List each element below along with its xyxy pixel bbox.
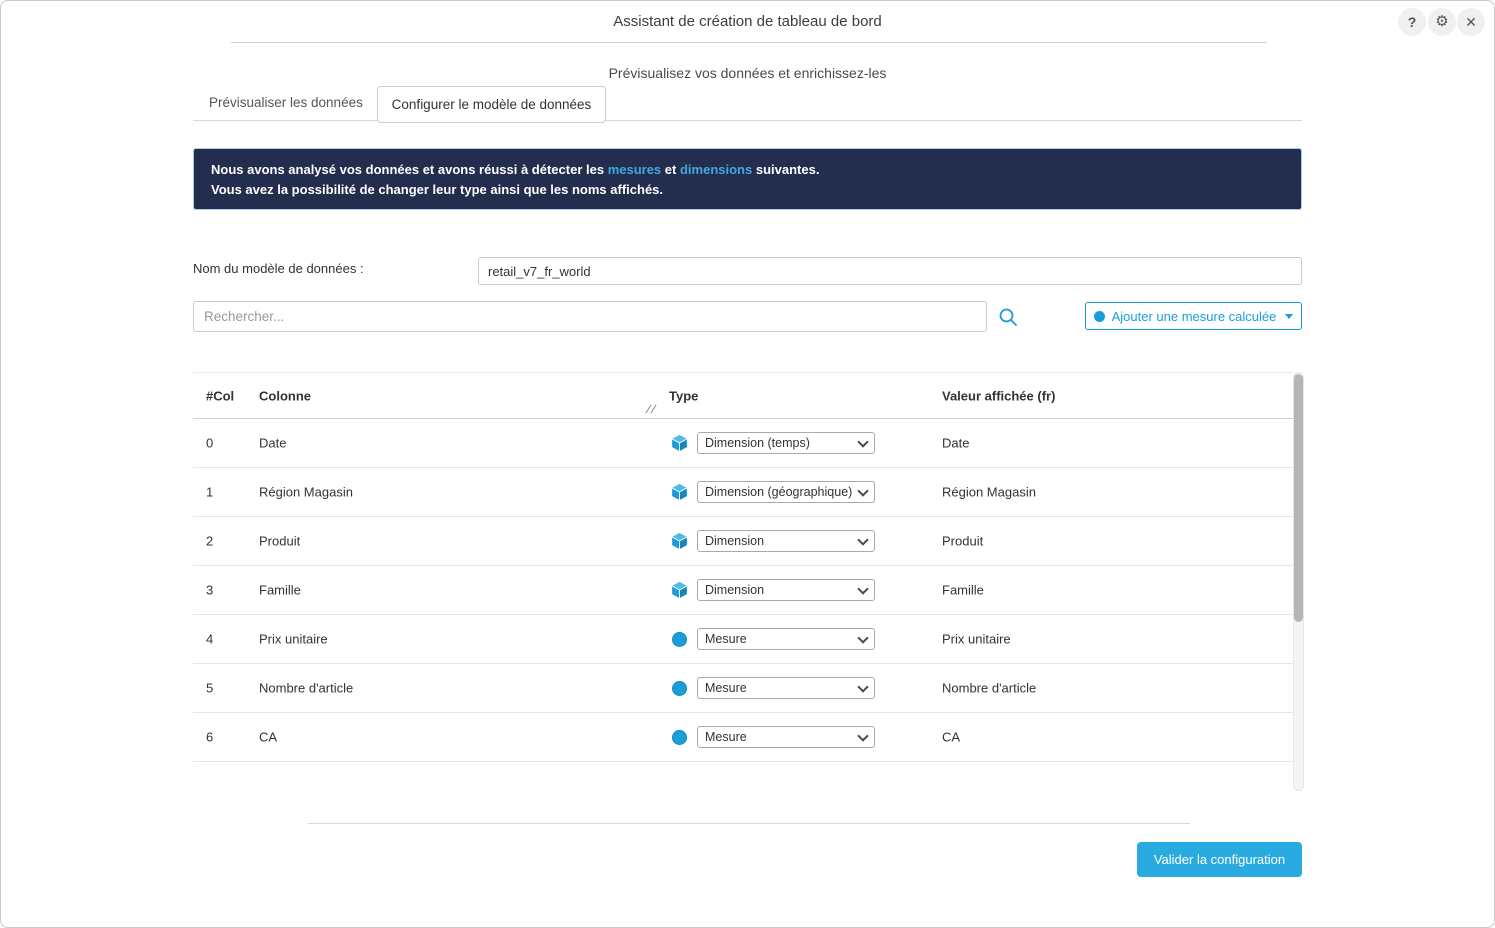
info-banner: Nous avons analysé vos données et avons … [193, 148, 1302, 210]
table-header-row: #Col Colonne Type Valeur affichée (fr) [193, 373, 1293, 419]
page-title: Assistant de création de tableau de bord [613, 13, 882, 30]
measure-circle-icon [670, 679, 688, 697]
footer-divider [308, 823, 1190, 824]
table-row: 1 Région Magasin Dimension (géographique… [193, 468, 1293, 517]
type-select[interactable]: Mesure [697, 628, 875, 650]
table-scrollbar[interactable] [1293, 372, 1304, 791]
type-select[interactable]: Mesure [697, 677, 875, 699]
settings-button[interactable]: ⚙ [1428, 8, 1456, 36]
table-row: 5 Nombre d'article Mesure Nombre d'artic… [193, 664, 1293, 713]
validate-configuration-button[interactable]: Valider la configuration [1137, 842, 1302, 877]
column-resize-handle[interactable] [644, 403, 658, 415]
type-select-wrap: Mesure [697, 628, 875, 650]
search-input[interactable] [193, 301, 987, 332]
type-select[interactable]: Dimension (temps) [697, 432, 875, 454]
measure-dot-icon [1093, 310, 1105, 322]
tab-preview-data[interactable]: Prévisualiser les données [209, 95, 363, 110]
header-col: #Col [206, 388, 235, 403]
measures-link[interactable]: mesures [607, 162, 662, 177]
tabs-divider [193, 120, 1302, 121]
header-colonne: Colonne [259, 388, 311, 403]
dimension-cube-icon [670, 434, 688, 452]
banner-line-1: Nous avons analysé vos données et avons … [211, 162, 820, 177]
measure-circle-icon [670, 630, 688, 648]
columns-table: #Col Colonne Type Valeur affichée (fr) 0… [193, 372, 1293, 762]
type-select-wrap: Dimension [697, 530, 875, 552]
model-name-input[interactable] [478, 257, 1302, 285]
help-button[interactable]: ? [1398, 8, 1426, 36]
search-icon[interactable] [998, 307, 1018, 327]
close-button[interactable]: ✕ [1457, 8, 1485, 36]
model-name-label: Nom du modèle de données : [193, 261, 364, 276]
title-divider [231, 42, 1267, 43]
type-select-wrap: Mesure [697, 726, 875, 748]
type-select[interactable]: Mesure [697, 726, 875, 748]
table-row: 4 Prix unitaire Mesure Prix unitaire [193, 615, 1293, 664]
step-subtitle: Prévisualisez vos données et enrichissez… [608, 65, 887, 81]
measure-circle-icon [670, 728, 688, 746]
header-type: Type [669, 388, 699, 403]
type-select[interactable]: Dimension [697, 530, 875, 552]
chevron-down-icon [1285, 313, 1294, 319]
table-row: 2 Produit Dimension Produit [193, 517, 1293, 566]
dimension-cube-icon [670, 532, 688, 550]
type-select-wrap: Mesure [697, 677, 875, 699]
table-row: 3 Famille Dimension Famille [193, 566, 1293, 615]
type-select[interactable]: Dimension (géographique) [697, 481, 875, 503]
dimension-cube-icon [670, 483, 688, 501]
tab-configure-model[interactable]: Configurer le modèle de données [377, 86, 606, 123]
dimensions-link[interactable]: dimensions [679, 162, 753, 177]
scrollbar-thumb[interactable] [1294, 374, 1303, 622]
dimension-cube-icon [670, 581, 688, 599]
header-valeur: Valeur affichée (fr) [942, 388, 1056, 403]
table-row: 6 CA Mesure CA [193, 713, 1293, 762]
banner-line-2: Vous avez la possibilité de changer leur… [211, 182, 664, 197]
type-select-wrap: Dimension (géographique) [697, 481, 875, 503]
type-select[interactable]: Dimension [697, 579, 875, 601]
add-calculated-measure-button[interactable]: Ajouter une mesure calculée [1085, 302, 1302, 330]
type-select-wrap: Dimension (temps) [697, 432, 875, 454]
table-row: 0 Date Dimension (temps) Date [193, 419, 1293, 468]
type-select-wrap: Dimension [697, 579, 875, 601]
